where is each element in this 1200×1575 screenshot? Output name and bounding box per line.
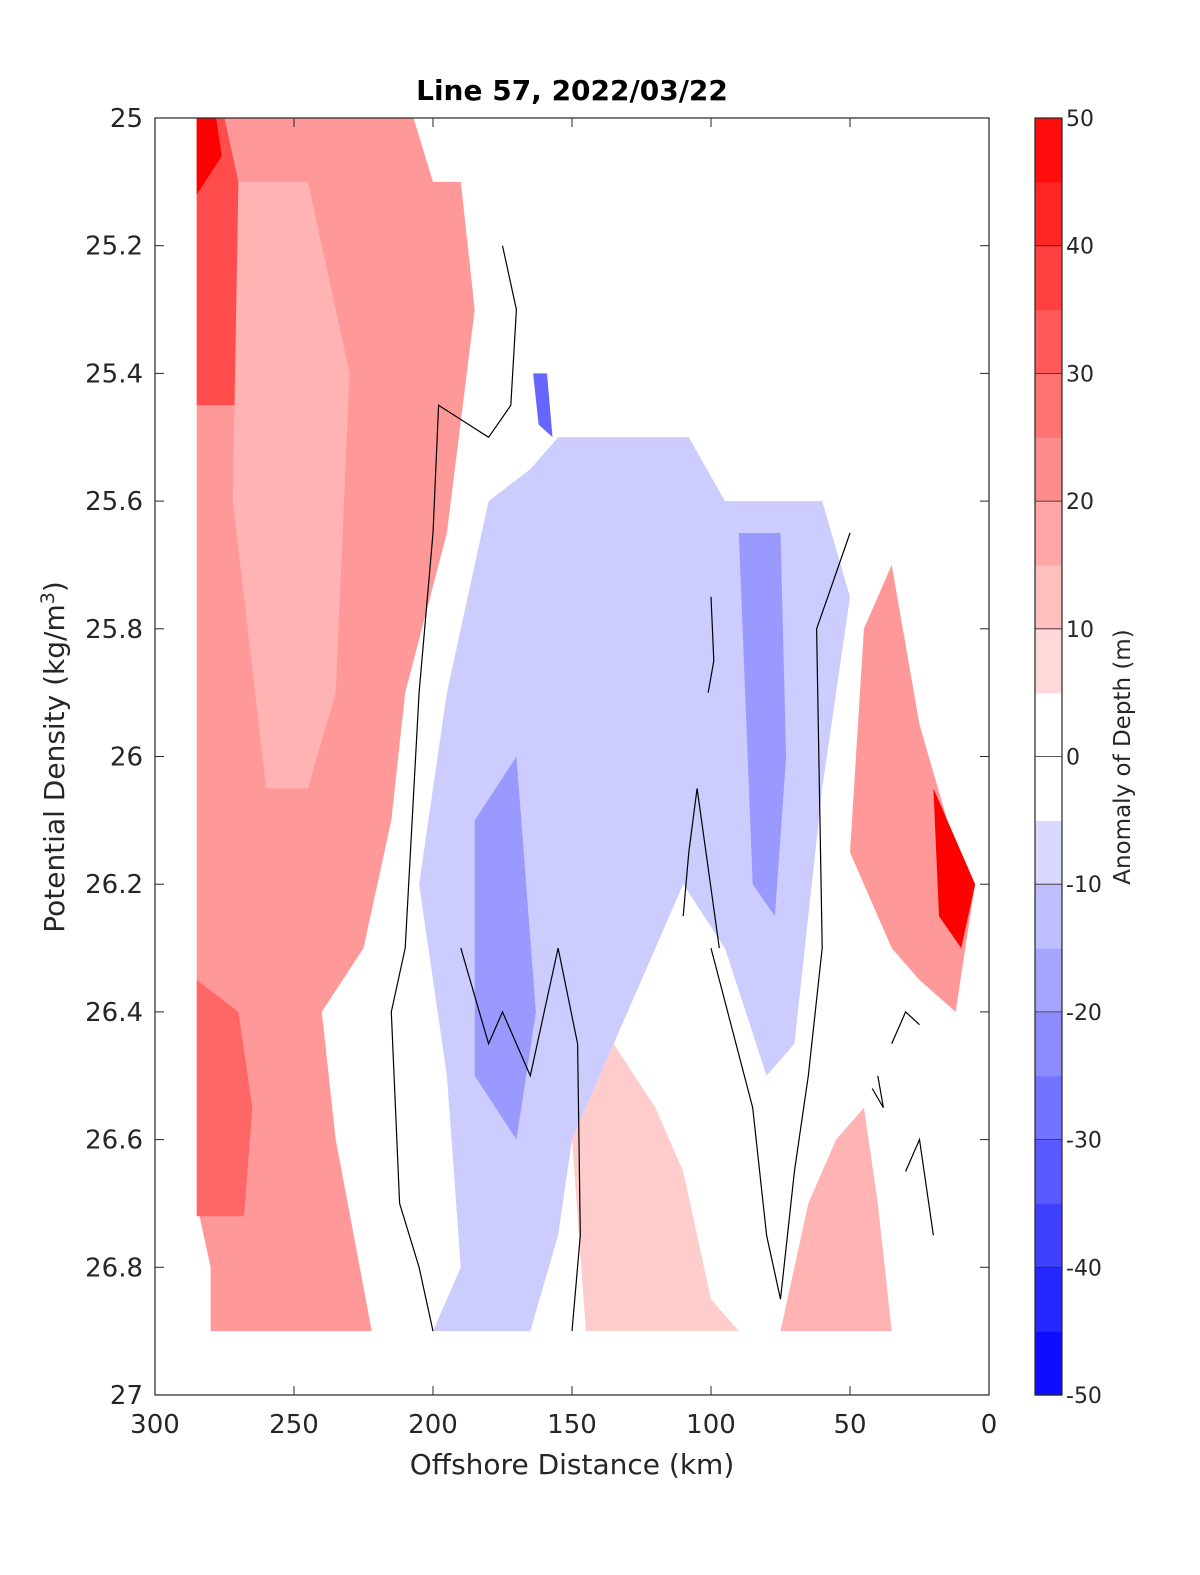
colorbar-swatch: [1035, 1331, 1062, 1396]
x-axis-label: Offshore Distance (km): [410, 1448, 735, 1481]
contour-region-offshore-positive-deep: [196, 980, 253, 1217]
colorbar-tick-label: 10: [1066, 618, 1094, 643]
contour-region-deep-positive-shelf: [780, 1107, 892, 1332]
y-tick-label: 25: [110, 104, 143, 134]
colorbar-swatch: [1035, 564, 1062, 630]
contour-fill-regions: [196, 118, 976, 1332]
x-tick-label: 150: [547, 1410, 597, 1440]
colorbar-tick-label: 40: [1066, 235, 1094, 260]
y-tick-label: 25.4: [85, 359, 143, 389]
x-tick-label: 100: [686, 1410, 736, 1440]
colorbar-swatch: [1035, 628, 1062, 694]
x-tick-label: 300: [130, 1410, 180, 1440]
y-tick-label: 25.8: [85, 615, 143, 645]
colorbar-tick-label: -30: [1066, 1129, 1102, 1154]
x-axis: 300 250 200 150 100 50 0: [130, 118, 997, 1440]
x-tick-label: 0: [981, 1410, 998, 1440]
plot-area: [155, 118, 989, 1395]
y-tick-label: 26.8: [85, 1253, 143, 1283]
y-tick-label: 26.4: [85, 998, 143, 1028]
contour-region-central-negative: [419, 437, 850, 1332]
chart-title: Line 57, 2022/03/22: [416, 74, 728, 107]
colorbar-swatch: [1035, 118, 1062, 183]
colorbar-swatch: [1035, 181, 1062, 247]
colorbar: -50 -40 -30 -20 -10 0 10 20 30 40 50: [1035, 107, 1102, 1409]
zero-contour-8: [905, 1137, 934, 1236]
colorbar-swatch: [1035, 692, 1062, 758]
y-axis-label-close: ): [38, 581, 71, 592]
zero-contour-4: [682, 788, 720, 949]
colorbar-swatch: [1035, 756, 1062, 821]
colorbar-swatch: [1035, 309, 1062, 374]
contour-region-central-negative-core: [474, 756, 536, 1140]
y-axis-label: Potential Density (kg/m3): [37, 581, 71, 933]
colorbar-tick-label: -40: [1066, 1256, 1102, 1281]
contour-region-deep-positive-mid: [572, 1043, 739, 1332]
zero-contour-6: [891, 1010, 920, 1045]
colorbar-tick-label: -20: [1066, 1001, 1102, 1026]
colorbar-swatch: [1035, 245, 1062, 311]
zero-contour-7: [871, 1075, 884, 1109]
x-tick-label: 50: [833, 1410, 866, 1440]
colorbar-swatch: [1035, 1139, 1062, 1205]
colorbar-swatch: [1035, 884, 1062, 949]
colorbar-tick-label: -50: [1066, 1384, 1102, 1409]
colorbar-tick-label: -10: [1066, 873, 1102, 898]
y-tick-label: 26: [110, 743, 143, 773]
colorbar-swatch: [1035, 1267, 1062, 1332]
colorbar-label: Anomaly of Depth (m): [1110, 629, 1136, 884]
colorbar-tick-label: 50: [1066, 107, 1094, 132]
y-tick-label: 26.2: [85, 870, 143, 900]
x-tick-label: 200: [408, 1410, 458, 1440]
contour-region-offshore-positive-band: [232, 181, 350, 789]
contour-region-shelf-positive-max: [933, 788, 976, 949]
y-tick-label: 25.2: [85, 232, 143, 262]
contour-region-shelf-negative-edge: [533, 373, 553, 438]
colorbar-swatch: [1035, 820, 1062, 885]
y-axis: 25 25.2 25.4 25.6 25.8 26 26.2 26.4 26.6 26.8 27: [85, 104, 989, 1411]
y-tick-label: 27: [110, 1381, 143, 1411]
zero-contour-3: [707, 596, 715, 693]
zero-contour-5: [710, 532, 851, 1300]
colorbar-swatch: [1035, 1203, 1062, 1268]
colorbar-swatch: [1035, 1075, 1062, 1141]
colorbar-tick-label: 20: [1066, 490, 1094, 515]
contour-region-offshore-positive-max: [196, 118, 222, 195]
zero-contour-1: [390, 245, 518, 1332]
colorbar-swatch: [1035, 501, 1062, 566]
contour-region-inner-negative-core: [738, 533, 787, 917]
colorbar-tick-label: 30: [1066, 362, 1094, 387]
colorbar-swatch: [1035, 948, 1062, 1013]
y-axis-label-base: Potential Density (kg/m: [38, 604, 71, 933]
colorbar-swatch: [1035, 1011, 1062, 1077]
y-tick-label: 26.6: [85, 1126, 143, 1156]
colorbar-tick-label: 0: [1066, 746, 1080, 771]
colorbar-swatch: [1035, 437, 1062, 502]
colorbar-frame: [1034, 117, 1063, 1396]
x-tick-label: 250: [269, 1410, 319, 1440]
y-axis-label-superscript: 3: [37, 592, 59, 604]
colorbar-swatch: [1035, 373, 1062, 438]
zero-contour-lines: [390, 245, 934, 1332]
zero-contour-2: [460, 947, 581, 1332]
y-tick-label: 25.6: [85, 487, 143, 517]
